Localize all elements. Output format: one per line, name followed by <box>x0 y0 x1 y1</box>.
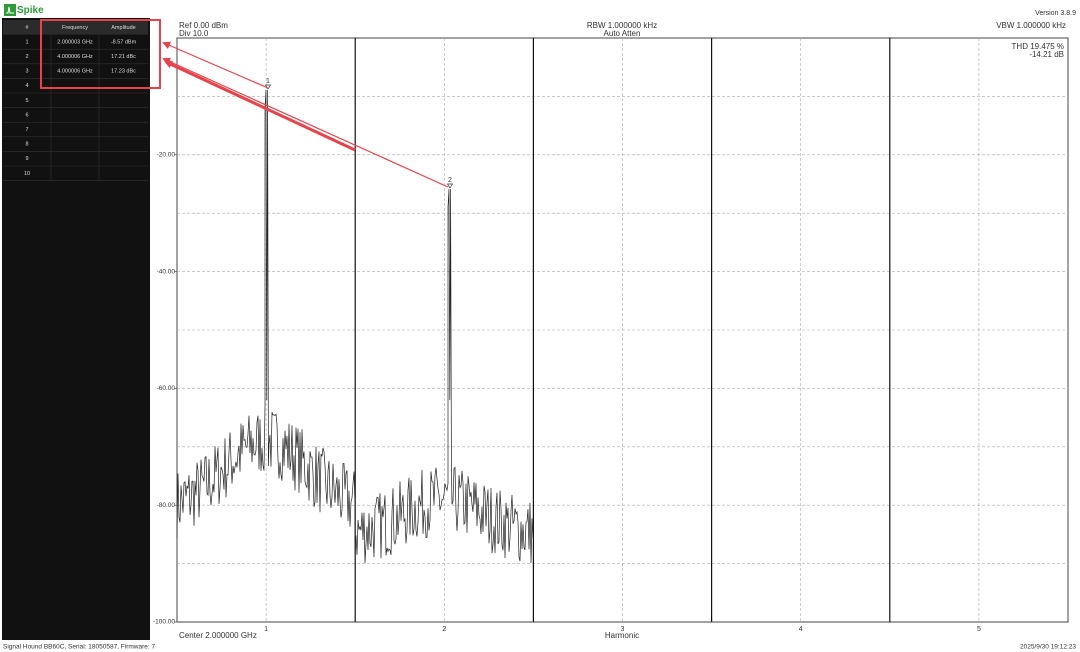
cell: -8.57 dBm <box>111 39 137 45</box>
thd-db: -14.21 dB <box>1029 50 1064 59</box>
y-tick-label: -100.00 <box>153 619 175 626</box>
cell: 7 <box>25 127 28 133</box>
app-name: Spike <box>17 5 44 16</box>
thd-percent: THD 19.475 % <box>1012 42 1064 51</box>
x-tick-label: 5 <box>977 626 981 633</box>
cell: 17.23 dBc <box>111 69 136 75</box>
x-tick-label: 3 <box>621 626 625 633</box>
y-tick-label: -60.00 <box>157 385 176 392</box>
highlight-box <box>40 19 161 89</box>
y-tick-label: -20.00 <box>157 152 176 159</box>
cell: 2 <box>25 54 28 60</box>
logo: Spike <box>4 4 44 16</box>
marker-table: # Frequency Amplitude 1 2.000003 GHz -8.57 dB… <box>3 20 148 181</box>
cell: 1 <box>25 39 28 45</box>
table-header <box>3 20 148 35</box>
atten: Auto Atten <box>604 29 641 38</box>
cell: 17.21 dBc <box>111 54 136 60</box>
vbw: VBW 1.000000 kHz <box>996 21 1066 30</box>
column-header: # <box>25 25 29 31</box>
spectrum-plot: -20.00 -40.00 -60.00 -80.00 -100.00 1 2 3 4 5 1 2 <box>153 37 1069 633</box>
arrow <box>162 41 269 89</box>
y-tick-label: -40.00 <box>157 268 176 275</box>
cell: 8 <box>25 142 28 148</box>
timestamp: 2025/9/30 19:12:23 <box>1020 644 1076 651</box>
column-header: Amplitude <box>111 25 135 31</box>
cell: 3 <box>25 69 28 75</box>
cell: 10 <box>24 171 30 177</box>
x-tick-label: 2 <box>442 626 446 633</box>
cell: 4.000006 GHz <box>57 69 93 75</box>
cell: 9 <box>25 156 28 162</box>
marker-label: 1 <box>266 78 270 85</box>
arrow <box>164 60 356 152</box>
y-tick-label: -80.00 <box>157 502 176 509</box>
spectrum-trace <box>176 89 534 564</box>
cell: 4 <box>25 83 28 89</box>
cell: 2.000003 GHz <box>57 39 93 45</box>
cell: 5 <box>25 98 28 104</box>
version: Version 3.8.9 <box>1035 10 1076 17</box>
device-info: Signal Hound BB60C, Serial: 18050587, Fi… <box>3 644 155 651</box>
cell: 4.000006 GHz <box>57 54 93 60</box>
rbw: RBW 1.000000 kHz <box>587 21 657 30</box>
x-axis-label: Harmonic <box>605 631 639 640</box>
center-frequency: Center 2.000000 GHz <box>179 631 257 640</box>
marker-label: 2 <box>448 177 452 184</box>
div: Div 10.0 <box>179 29 209 38</box>
annotation <box>40 19 449 188</box>
marker-panel <box>2 18 150 640</box>
column-header: Frequency <box>62 25 88 31</box>
ref-level: Ref 0.00 dBm <box>179 21 228 30</box>
cell: 6 <box>25 112 28 118</box>
arrow <box>162 57 449 188</box>
x-tick-label: 1 <box>264 626 268 633</box>
marker-symbol <box>446 183 454 189</box>
x-tick-label: 4 <box>799 626 803 633</box>
